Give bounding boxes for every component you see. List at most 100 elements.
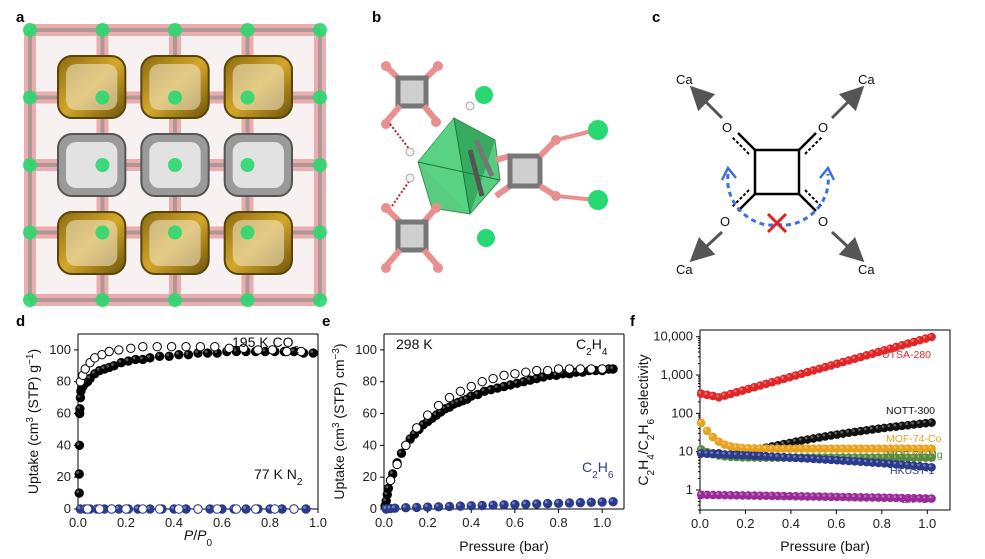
data-point-f-utsa-280-shine: [899, 342, 903, 346]
y-tick-label: 80: [363, 374, 377, 389]
y-tick-label: 10: [679, 444, 693, 459]
data-point-f-mof-74-co-shine: [804, 445, 808, 449]
data-point-e-s0-shine: [553, 372, 557, 376]
data-point-f-hkust-1-shine: [793, 455, 796, 458]
x-axis-label: Pressure (bar): [459, 538, 548, 554]
series-label-mof-74-mg: MOF-74-Mg: [886, 449, 943, 461]
data-point-e-s1: [422, 410, 433, 420]
data-point-e-s0-shine: [507, 381, 511, 385]
data-point-f-mof-74-co: [702, 426, 712, 436]
data-point-f-utsa-280-shine: [828, 362, 832, 366]
data-point-f-utsa-280-shine: [798, 371, 802, 374]
data-point-f-nott-300-shine: [816, 434, 820, 438]
data-point-f-utsa-280-shine: [728, 391, 731, 394]
data-point-f-mof-74-mg-shine: [858, 454, 861, 458]
data-point-d-s0-shine: [76, 405, 80, 409]
data-point-d-s1: [126, 343, 136, 354]
data-point-f-nott-300-shine: [905, 422, 908, 426]
annotation-co2: 195 K CO2: [232, 334, 299, 356]
data-point-f-nott-300-shine: [781, 441, 784, 445]
data-point-e-s1: [401, 440, 411, 451]
data-point-f-mof-74-co: [927, 444, 936, 453]
chart-selectivity: 0.0 0.2 0.4 0.6 0.8 1.0 1 10 100 1,000 10,000 UTSA-…: [635, 329, 951, 554]
data-point-f-zif-8-shine: [858, 494, 861, 498]
data-point-e-s0-shine: [446, 404, 450, 408]
data-point-f-zif-8-shine: [722, 492, 725, 496]
data-point-e-s2: [477, 500, 487, 511]
data-point-f-utsa-280-shine: [917, 337, 920, 341]
data-point-f-hkust-1-shine: [887, 461, 891, 464]
data-point-f-mof-74-mg-shine: [863, 454, 867, 458]
data-point-f-zif-8-shine: [911, 495, 914, 499]
data-point-f-utsa-280: [927, 332, 936, 342]
data-point-f-hkust-1-shine: [911, 463, 914, 466]
data-point-f-hkust-1-shine: [928, 464, 932, 468]
data-point-e-s0-shine: [411, 431, 415, 435]
data-point-e-s2-shine: [511, 501, 515, 505]
data-point-d-s0-shine: [195, 350, 198, 354]
o-label-top-right: O: [818, 120, 828, 135]
data-point-e-s2-shine: [490, 502, 494, 506]
data-point-f-utsa-280-shine: [793, 372, 796, 376]
data-point-f-hkust-1-shine: [798, 455, 802, 459]
data-point-d-s2-shine: [207, 506, 210, 509]
data-point-f-hkust-1-shine: [923, 464, 926, 467]
data-point-f-zif-8-shine: [775, 493, 778, 496]
data-point-e-s2: [488, 500, 498, 510]
data-point-f-hkust-1-shine: [704, 451, 708, 454]
data-point-d-s3: [138, 504, 148, 514]
data-point-f-utsa-280-shine: [787, 374, 790, 378]
data-point-d-s3: [174, 504, 184, 514]
ca-label-bottom-left: Ca: [676, 262, 693, 277]
x-tick-label: 1.0: [593, 515, 611, 530]
data-point-f-zif-8-shine: [763, 493, 767, 496]
x-tick-label: 0.6: [827, 516, 845, 531]
data-point-f-mof-74-mg-shine: [881, 454, 885, 458]
data-point-d-s2: [301, 504, 311, 514]
rotation-arc: [726, 173, 830, 227]
data-point-f-hkust-1-shine: [816, 456, 820, 460]
data-point-e-s2-shine: [555, 500, 559, 504]
y-tick-label: 60: [363, 406, 377, 421]
data-point-d-s2-shine: [115, 506, 119, 509]
data-point-d-s3: [82, 504, 93, 514]
annotation-temperature: 298 K: [396, 336, 433, 352]
data-point-e-s1: [466, 381, 476, 392]
data-point-f-utsa-280-shine: [775, 377, 778, 381]
data-point-d-s2: [241, 504, 251, 514]
data-point-e-s2-shine: [599, 499, 603, 502]
data-point-f-mof-74-co-shine: [863, 445, 867, 449]
data-point-f-nott-300: [927, 418, 936, 427]
data-point-d-s0-shine: [76, 442, 80, 446]
data-point-f-mof-74-mg-shine: [875, 454, 879, 458]
data-point-d-s1: [282, 346, 292, 357]
data-point-d-s0-shine: [204, 350, 208, 354]
data-point-d-s0-shine: [175, 351, 179, 355]
data-point-f-utsa-280-shine: [911, 339, 914, 342]
data-point-e-s2-shine: [588, 499, 592, 503]
data-point-f-nott-300-shine: [917, 421, 920, 424]
data-point-d-s0-shine: [76, 471, 80, 474]
data-point-f-mof-74-co-shine: [769, 445, 773, 449]
data-point-f-hkust-1-shine: [722, 451, 725, 455]
panel-label-d: d: [16, 313, 25, 330]
x-tick-label: 1.0: [309, 515, 327, 530]
data-point-e-s2: [608, 496, 618, 507]
data-point-e-s2: [586, 497, 596, 508]
data-point-f-mof-74-co-shine: [745, 445, 749, 449]
data-point-e-s1: [542, 365, 553, 376]
data-point-f-zif-8-shine: [881, 495, 885, 498]
data-point-f-mof-74-co: [696, 418, 706, 428]
data-point-e-s0-shine: [514, 380, 518, 384]
data-point-f-hkust-1-shine: [728, 452, 731, 455]
data-point-d-s1: [114, 345, 124, 355]
y-tick-label: 60: [57, 406, 71, 421]
data-point-e-s2-shine: [413, 504, 417, 508]
data-point-f-zif-8-shine: [751, 492, 755, 496]
data-point-d-s0-shine: [262, 348, 266, 352]
data-point-e-s0-shine: [420, 421, 424, 425]
data-point-e-s0-shine: [389, 471, 393, 474]
data-point-d-s0-shine: [310, 350, 314, 354]
data-point-e-s0-shine: [385, 485, 389, 489]
data-point-f-zif-8-shine: [739, 492, 743, 496]
